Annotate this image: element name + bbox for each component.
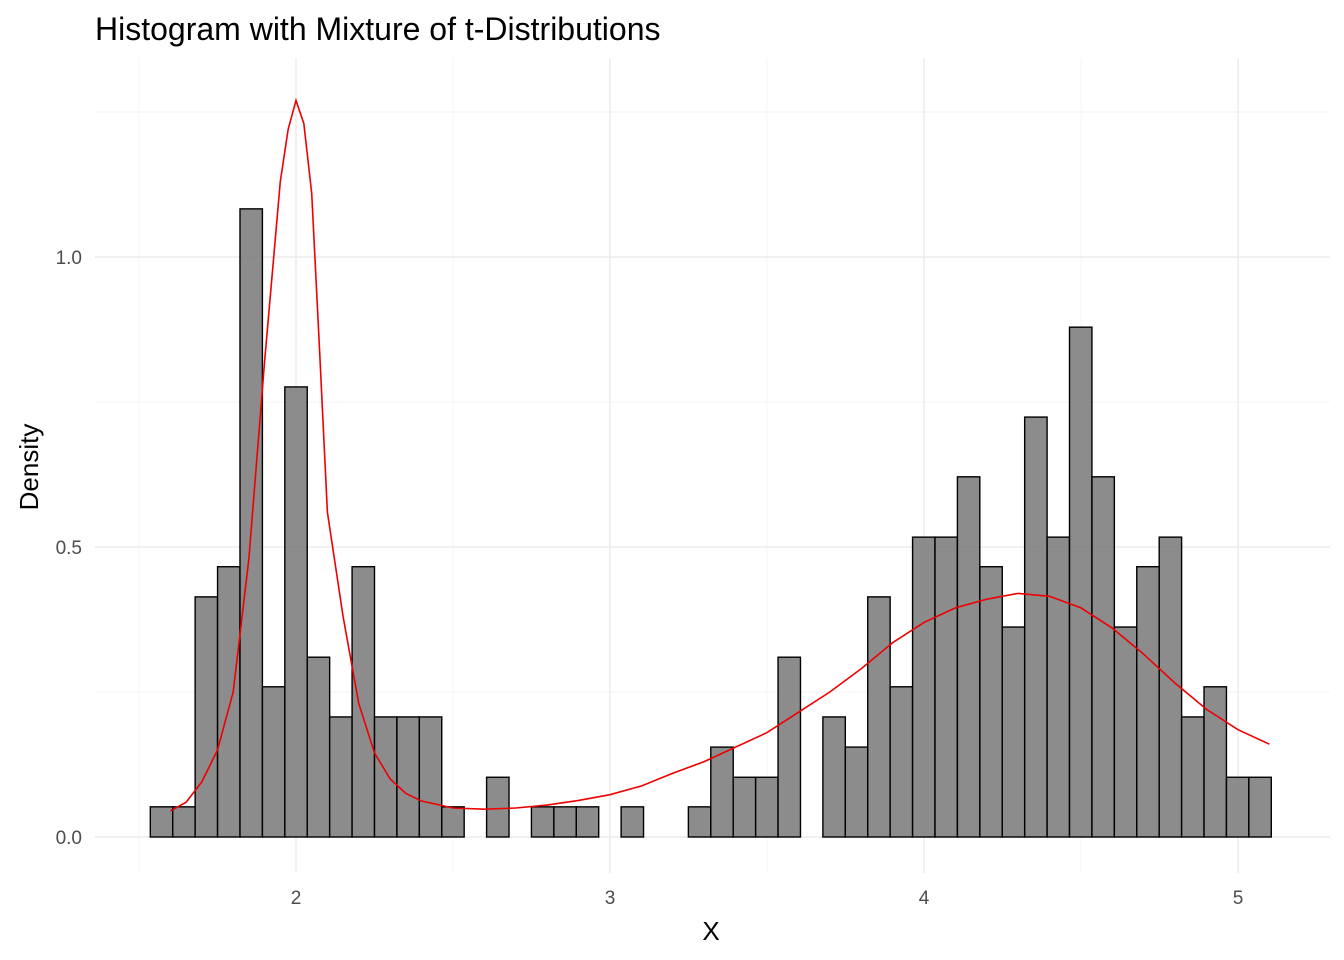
histogram-bar — [261, 686, 286, 838]
histogram-bar — [575, 806, 600, 838]
x-axis-ticks: 2 3 4 5 — [291, 888, 1244, 909]
x-tick-label: 3 — [605, 888, 616, 909]
histogram-bar — [1001, 626, 1026, 838]
histogram-bar — [822, 716, 847, 838]
histogram-bar — [844, 746, 869, 838]
histogram-bar — [710, 746, 734, 838]
y-axis-title: Density — [14, 424, 44, 511]
histogram-bar — [1158, 536, 1183, 838]
histogram-bar — [1023, 416, 1048, 838]
histogram-bar — [1203, 686, 1228, 838]
y-tick-label: 0.0 — [56, 828, 82, 849]
histogram-bar — [396, 716, 421, 838]
histogram-bar — [911, 536, 936, 838]
histogram-bar — [1180, 716, 1205, 838]
histogram-bar — [194, 596, 219, 838]
histogram-bar — [530, 806, 555, 838]
y-tick-label: 1.0 — [56, 248, 82, 269]
histogram-bar — [754, 776, 779, 838]
histogram-bar — [620, 806, 645, 838]
x-tick-label: 5 — [1233, 888, 1244, 909]
y-axis-ticks: 0.0 0.5 1.0 — [56, 248, 82, 849]
histogram-bar — [485, 776, 510, 838]
histogram-bar — [306, 656, 331, 838]
histogram-bar — [284, 386, 308, 838]
chart-title: Histogram with Mixture of t-Distribution… — [95, 11, 660, 47]
histogram-bar — [1068, 326, 1093, 838]
histogram-bar — [889, 686, 914, 838]
density-curves — [170, 97, 1270, 812]
histogram-bars — [149, 208, 1272, 838]
x-axis-title: X — [702, 916, 719, 946]
x-tick-label: 4 — [919, 888, 930, 909]
density-curve — [170, 97, 1270, 812]
histogram-bar — [777, 656, 802, 838]
histogram-bar — [172, 806, 196, 838]
histogram-bar — [441, 806, 465, 838]
histogram-bar — [351, 566, 376, 838]
histogram-bar — [732, 776, 757, 838]
histogram-bar — [1248, 776, 1272, 838]
histogram-bar — [1136, 566, 1160, 838]
histogram-bar — [149, 806, 174, 838]
histogram-bar — [373, 716, 398, 838]
histogram-bar — [687, 806, 712, 838]
histogram-bar — [418, 716, 443, 838]
histogram-bar — [216, 566, 241, 838]
histogram-bar — [934, 536, 959, 838]
histogram-bar — [328, 716, 353, 838]
histogram-bar — [956, 476, 981, 838]
histogram-bar — [1113, 626, 1138, 838]
histogram-bar — [1225, 776, 1250, 838]
histogram-bar — [979, 566, 1003, 838]
histogram-bar — [553, 806, 577, 838]
histogram-bar — [1046, 536, 1071, 838]
histogram-bar — [1091, 476, 1116, 838]
histogram-bar — [867, 596, 891, 838]
y-tick-label: 0.5 — [56, 538, 82, 559]
x-tick-label: 2 — [291, 888, 302, 909]
